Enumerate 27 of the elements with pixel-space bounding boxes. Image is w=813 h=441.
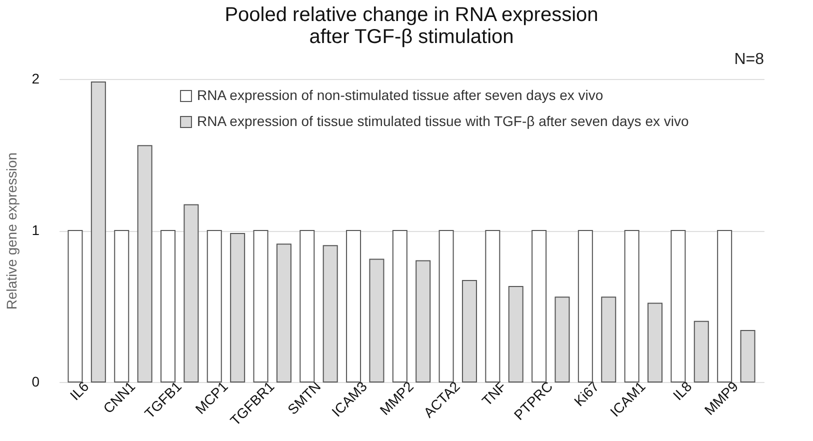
y-tick-label: 1 xyxy=(32,222,40,238)
bar xyxy=(670,230,686,382)
y-axis-title: Relative gene expression xyxy=(4,152,20,310)
bar xyxy=(532,230,547,382)
bar xyxy=(578,230,593,382)
bar xyxy=(717,230,732,382)
bar xyxy=(438,230,454,382)
text: N=8 xyxy=(734,51,764,68)
bar xyxy=(300,230,315,382)
bar xyxy=(68,230,83,382)
bar xyxy=(206,230,222,382)
bar xyxy=(624,230,640,382)
y-tick-label: 2 xyxy=(32,70,40,86)
y-tick-label: 0 xyxy=(32,374,40,390)
text: Pooled relative change in RNA expression xyxy=(224,4,598,26)
legend-label: RNA expression of tissue stimulated tissue with TGF-β after seven days ex vivo xyxy=(197,113,689,129)
x-tick-label: IL8 xyxy=(670,378,695,404)
bar xyxy=(485,230,500,382)
bar xyxy=(346,230,362,382)
legend-label: RNA expression of non-stimulated tissue after seven days ex vivo xyxy=(197,87,604,103)
bar xyxy=(392,230,408,382)
x-tick-label: IL6 xyxy=(66,378,92,404)
bar xyxy=(114,230,130,382)
x-tick-label: TNF xyxy=(478,378,510,409)
text: after TGF-β stimulation xyxy=(309,26,514,48)
bar xyxy=(160,230,176,382)
bar xyxy=(253,230,268,382)
